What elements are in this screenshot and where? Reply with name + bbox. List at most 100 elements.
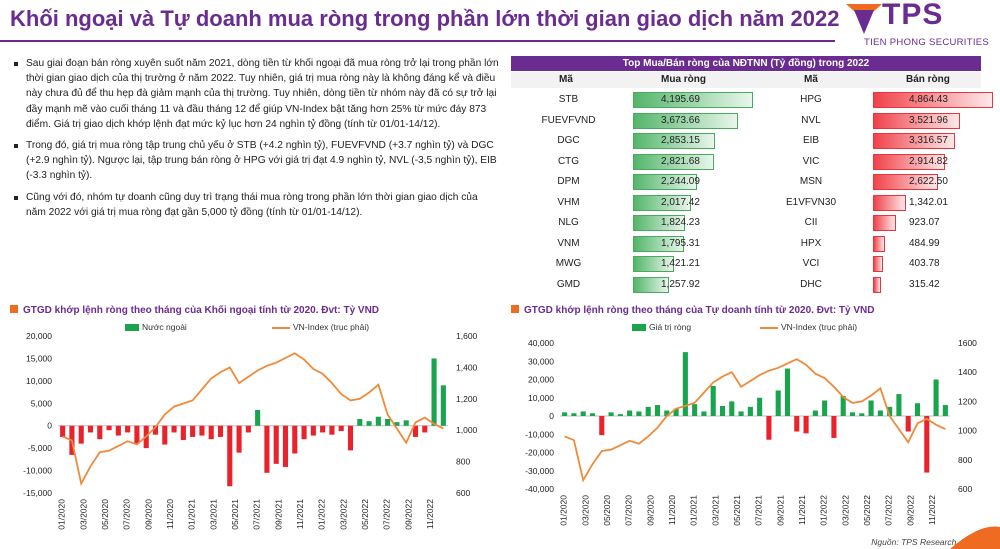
sell-code: VCI: [802, 258, 820, 269]
logo-text: TPS: [882, 0, 944, 31]
foreign-legend-bars: Nước ngoài: [125, 322, 187, 332]
sell-value-bar: [873, 194, 907, 211]
foreign-chart-title: GTGD khớp lệnh ròng theo tháng của Khối …: [10, 305, 379, 316]
net-value-bar: [859, 413, 865, 416]
net-value-bar: [217, 425, 224, 437]
buy-code: NLG: [558, 217, 579, 228]
x-tick-label: 11/2020: [165, 499, 175, 529]
net-value-bar: [375, 416, 381, 426]
net-value-bar: [236, 425, 242, 453]
buy-value: 2,821.68: [661, 155, 700, 167]
y-left-tick-label: 10,000: [528, 393, 554, 403]
net-value-bar: [803, 416, 809, 434]
buy-value: 1,795.31: [661, 237, 700, 249]
net-value-bar: [896, 394, 902, 416]
x-tick-label: 09/2021: [775, 495, 785, 526]
y-right-tick-label: 1,600: [456, 331, 478, 341]
net-value-bar: [812, 410, 818, 416]
x-tick-label: 09/2020: [645, 495, 655, 526]
buy-code: VNM: [557, 237, 580, 249]
x-tick-label: 03/2020: [78, 499, 88, 530]
x-tick-label: 11/2021: [797, 495, 807, 525]
net-value-bar: [97, 425, 103, 440]
net-value-bar: [766, 416, 772, 440]
buy-value-bar: [633, 215, 686, 231]
table-column-headers: Mã Mua ròng Mã Bán ròng: [511, 72, 981, 88]
y-left-tick-label: 40,000: [528, 338, 554, 348]
y-left-tick-label: -15,000: [23, 488, 52, 498]
x-tick-label: 11/2022: [927, 495, 937, 525]
x-tick-label: 11/2020: [667, 495, 677, 525]
net-value-bar: [794, 416, 800, 432]
net-value-bar: [87, 425, 94, 433]
sell-code: EIB: [802, 135, 820, 146]
sell-value-bar: [873, 276, 881, 293]
x-tick-label: 03/2020: [580, 495, 590, 526]
net-value-bar: [208, 425, 214, 440]
x-tick-label: 07/2020: [624, 495, 634, 526]
x-tick-label: 09/2022: [905, 495, 915, 526]
x-tick-label: 01/2022: [819, 495, 829, 526]
net-value-bar: [273, 425, 279, 464]
net-value-bar: [636, 411, 642, 416]
buy-code: FUEVFVND: [541, 114, 596, 126]
y-left-tick-label: -10,000: [23, 466, 52, 476]
x-tick-label: 09/2022: [403, 499, 413, 530]
buy-value: 3,673.66: [661, 114, 700, 126]
bullet-item: Sau giai đoạn bán ròng xuyên suốt năm 20…: [12, 56, 500, 132]
sell-code: CII: [804, 217, 818, 228]
sell-value: 315.42: [909, 278, 940, 290]
x-tick-label: 07/2020: [122, 499, 132, 530]
proprietary-legend-bars: Giá trị ròng: [632, 322, 691, 332]
table-row: GMD 1,257.92 DHC 315.42: [511, 275, 981, 295]
vn-index-line: [564, 358, 946, 483]
top-net-trading-table: Top Mua/Bán ròng của NĐTNN (Tỷ đồng) tro…: [511, 56, 993, 296]
x-tick-label: 01/2022: [317, 499, 327, 530]
table-row: DPM 2,244.09 MSN 2,622.50: [511, 172, 981, 192]
y-left-tick-label: 10,000: [26, 376, 52, 386]
commentary-bullets: Sau giai đoạn bán ròng xuyên suốt năm 20…: [12, 56, 500, 226]
net-value-bar: [719, 405, 726, 416]
table-row: VHM 2,017.42 E1VFVN30 1,342.01: [511, 193, 981, 213]
x-tick-label: 07/2021: [754, 495, 764, 526]
buy-value: 2,017.42: [661, 196, 700, 208]
net-value-bar: [162, 425, 168, 445]
table-row: MWG 1,421.21 VCI 403.78: [511, 254, 981, 274]
x-tick-label: 05/2020: [100, 499, 110, 530]
x-tick-label: 11/2022: [425, 499, 435, 529]
x-tick-label: 07/2022: [382, 499, 392, 530]
sell-value: 4,864.43: [909, 94, 948, 105]
sell-value-bar: [873, 215, 896, 231]
net-value-bar: [692, 404, 698, 416]
net-value-bar: [264, 425, 270, 473]
x-tick-label: 05/2022: [360, 499, 370, 530]
net-value-bar: [701, 411, 707, 416]
logo-subtitle: TIEN PHONG SECURITIES: [864, 37, 990, 48]
y-left-tick-label: -30,000: [525, 466, 554, 476]
net-value-bar: [60, 425, 66, 437]
x-tick-label: 03/2021: [208, 499, 218, 530]
buy-code: DPM: [557, 176, 580, 187]
x-tick-label: 05/2021: [230, 499, 240, 530]
net-value-bar: [301, 425, 307, 440]
net-value-bar: [887, 406, 893, 416]
sell-value-bar: [873, 256, 883, 272]
y-right-tick-label: 1,000: [456, 425, 478, 435]
net-value-bar: [394, 422, 400, 426]
sell-value-bar: [873, 112, 960, 129]
x-tick-label: 09/2020: [143, 499, 153, 530]
sell-value: 2,622.50: [909, 176, 948, 187]
net-value-bar: [673, 408, 679, 416]
sell-code: VIC: [802, 155, 820, 167]
net-value-bar: [571, 413, 577, 416]
foreign-legend-line: VN-Index (trục phải): [272, 322, 369, 332]
title-divider: [0, 40, 835, 42]
net-value-bar: [431, 358, 437, 426]
proprietary-chart-title: GTGD khớp lệnh ròng theo tháng của Tự do…: [511, 305, 875, 316]
net-value-bar: [627, 410, 633, 416]
buy-value-bar: [633, 133, 715, 149]
sell-code: MSN: [799, 176, 823, 187]
buy-value-bar: [633, 235, 685, 252]
net-value-bar: [664, 410, 670, 416]
net-value-bar: [654, 405, 661, 416]
